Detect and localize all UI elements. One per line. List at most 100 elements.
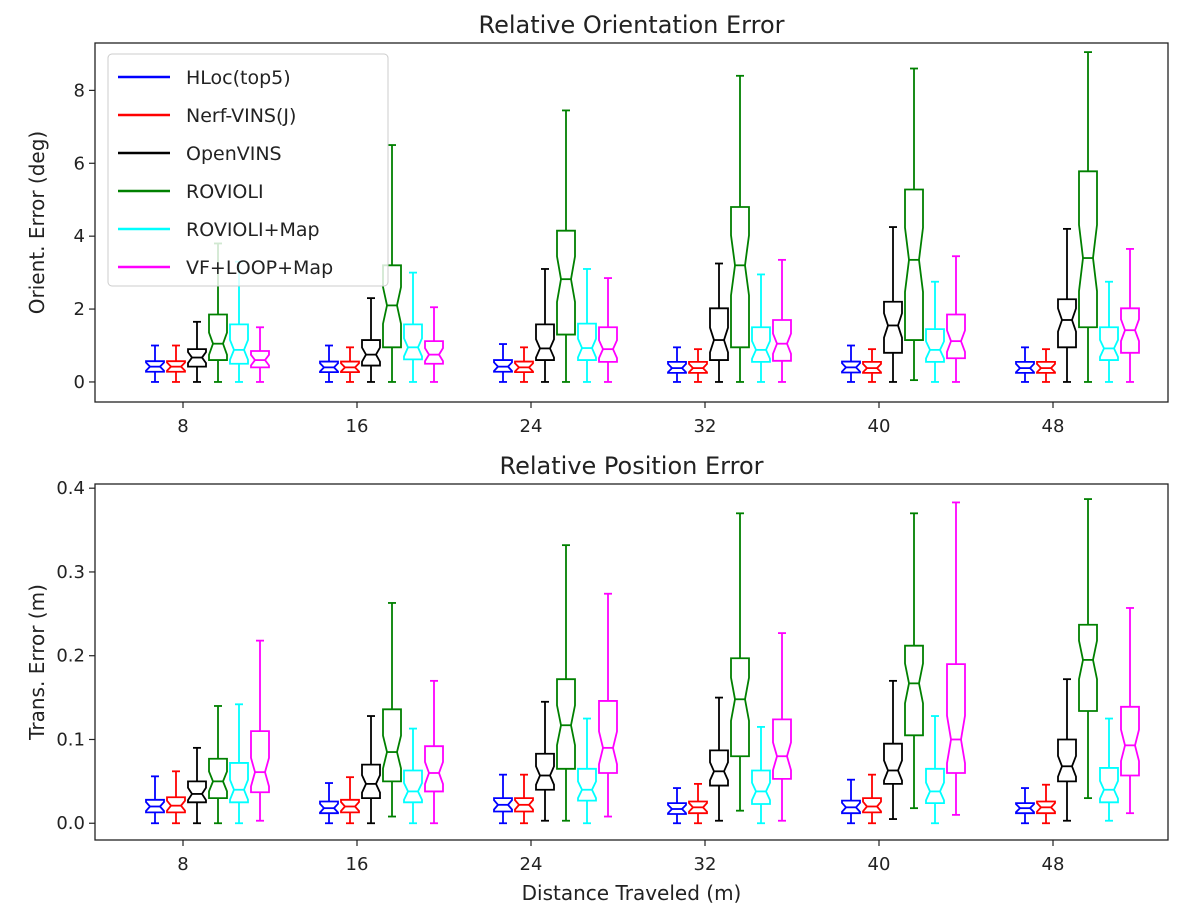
legend-label: OpenVINS: [186, 143, 282, 165]
box-body: [667, 361, 687, 374]
box-body: [361, 763, 381, 800]
box-body: [1015, 802, 1035, 815]
box-body: [187, 780, 207, 804]
box-16: [424, 679, 444, 825]
box-40: [946, 501, 966, 816]
box-16: [382, 144, 402, 383]
box-body: [1036, 800, 1056, 815]
box-body: [1078, 170, 1098, 329]
box-32: [688, 348, 708, 383]
legend-label: HLoc(top5): [186, 67, 291, 89]
box-24: [556, 109, 576, 383]
box-body: [145, 360, 165, 373]
y-tick-label: 0.1: [56, 729, 85, 750]
box-body: [751, 326, 771, 363]
box-16: [403, 271, 423, 383]
box-24: [514, 346, 534, 383]
box-8: [250, 639, 270, 822]
box-8: [145, 775, 165, 825]
box-body: [883, 742, 903, 785]
box-body: [319, 360, 339, 374]
panel-position-error: Relative Position Error 0.0 0.1 0.2 0.3 0.4 8 1…: [25, 452, 1169, 905]
box-body: [361, 339, 381, 367]
legend-label: VF+LOOP+Map: [186, 257, 333, 279]
box-body: [772, 718, 792, 780]
box-32: [688, 782, 708, 825]
box-32: [730, 512, 750, 812]
box-body: [1120, 705, 1140, 777]
box-32: [730, 74, 750, 383]
box-8: [229, 703, 249, 825]
y-tick-label: 4: [74, 226, 85, 247]
box-48: [1078, 498, 1098, 800]
box-body: [319, 800, 339, 815]
box-body: [493, 797, 513, 813]
x-tick-label: 16: [346, 854, 369, 875]
box-body: [535, 323, 555, 361]
box-body: [1057, 738, 1077, 783]
box-40: [946, 255, 966, 383]
box-48: [1036, 348, 1056, 383]
legend-entry: Nerf-VINS(J): [118, 105, 296, 127]
series-ROVIOLI+Map: [229, 703, 1119, 825]
x-tick-label: 8: [177, 854, 188, 875]
x-tick-label: 8: [177, 416, 188, 437]
box-body: [229, 323, 249, 365]
box-48: [1099, 717, 1119, 822]
y-tick-label: 0: [74, 372, 85, 393]
box-body: [166, 360, 186, 373]
box-body: [577, 322, 597, 361]
box-16: [340, 346, 360, 383]
box-24: [535, 700, 555, 822]
x-tick-label: 32: [694, 416, 717, 437]
box-body: [772, 319, 792, 362]
box-body: [424, 745, 444, 793]
box-32: [751, 726, 771, 825]
box-body: [250, 730, 270, 794]
box-48: [1078, 51, 1098, 383]
box-body: [1057, 298, 1077, 349]
box-body: [340, 798, 360, 814]
box-16: [319, 782, 339, 825]
box-body: [862, 797, 882, 814]
box-body: [403, 323, 423, 361]
box-body: [1099, 326, 1119, 361]
box-48: [1036, 783, 1056, 825]
y-tick-label: 2: [74, 299, 85, 320]
box-40: [904, 512, 924, 810]
y-tick-label: 0.3: [56, 562, 85, 583]
box-48: [1099, 280, 1119, 383]
box-24: [577, 268, 597, 383]
series-VF+LOOP+Map: [250, 248, 1140, 383]
box-body: [925, 328, 945, 363]
box-body: [688, 800, 708, 815]
legend-label: Nerf-VINS(J): [186, 105, 296, 127]
box-32: [709, 262, 729, 383]
box-8: [187, 320, 207, 383]
box-body: [709, 307, 729, 361]
box-body: [946, 663, 966, 774]
box-body: [208, 757, 228, 800]
y-axis-label: Orient. Error (deg): [25, 131, 49, 314]
box-16: [361, 715, 381, 825]
box-8: [208, 705, 228, 825]
y-tick-label: 8: [74, 80, 85, 101]
box-body: [1099, 767, 1119, 804]
y-tick-label: 6: [74, 153, 85, 174]
box-8: [187, 746, 207, 825]
legend-entry: HLoc(top5): [118, 67, 291, 89]
box-body: [208, 313, 228, 361]
x-axis-label: Distance Traveled (m): [522, 881, 742, 905]
box-body: [514, 797, 534, 813]
box-40: [925, 715, 945, 825]
box-body: [1078, 623, 1098, 712]
box-body: [1015, 361, 1035, 374]
box-32: [751, 273, 771, 383]
box-body: [577, 767, 597, 802]
box-24: [577, 717, 597, 825]
legend-frame: [107, 53, 389, 287]
axes-frame: [94, 483, 1169, 841]
series-OpenVINS: [187, 678, 1077, 825]
